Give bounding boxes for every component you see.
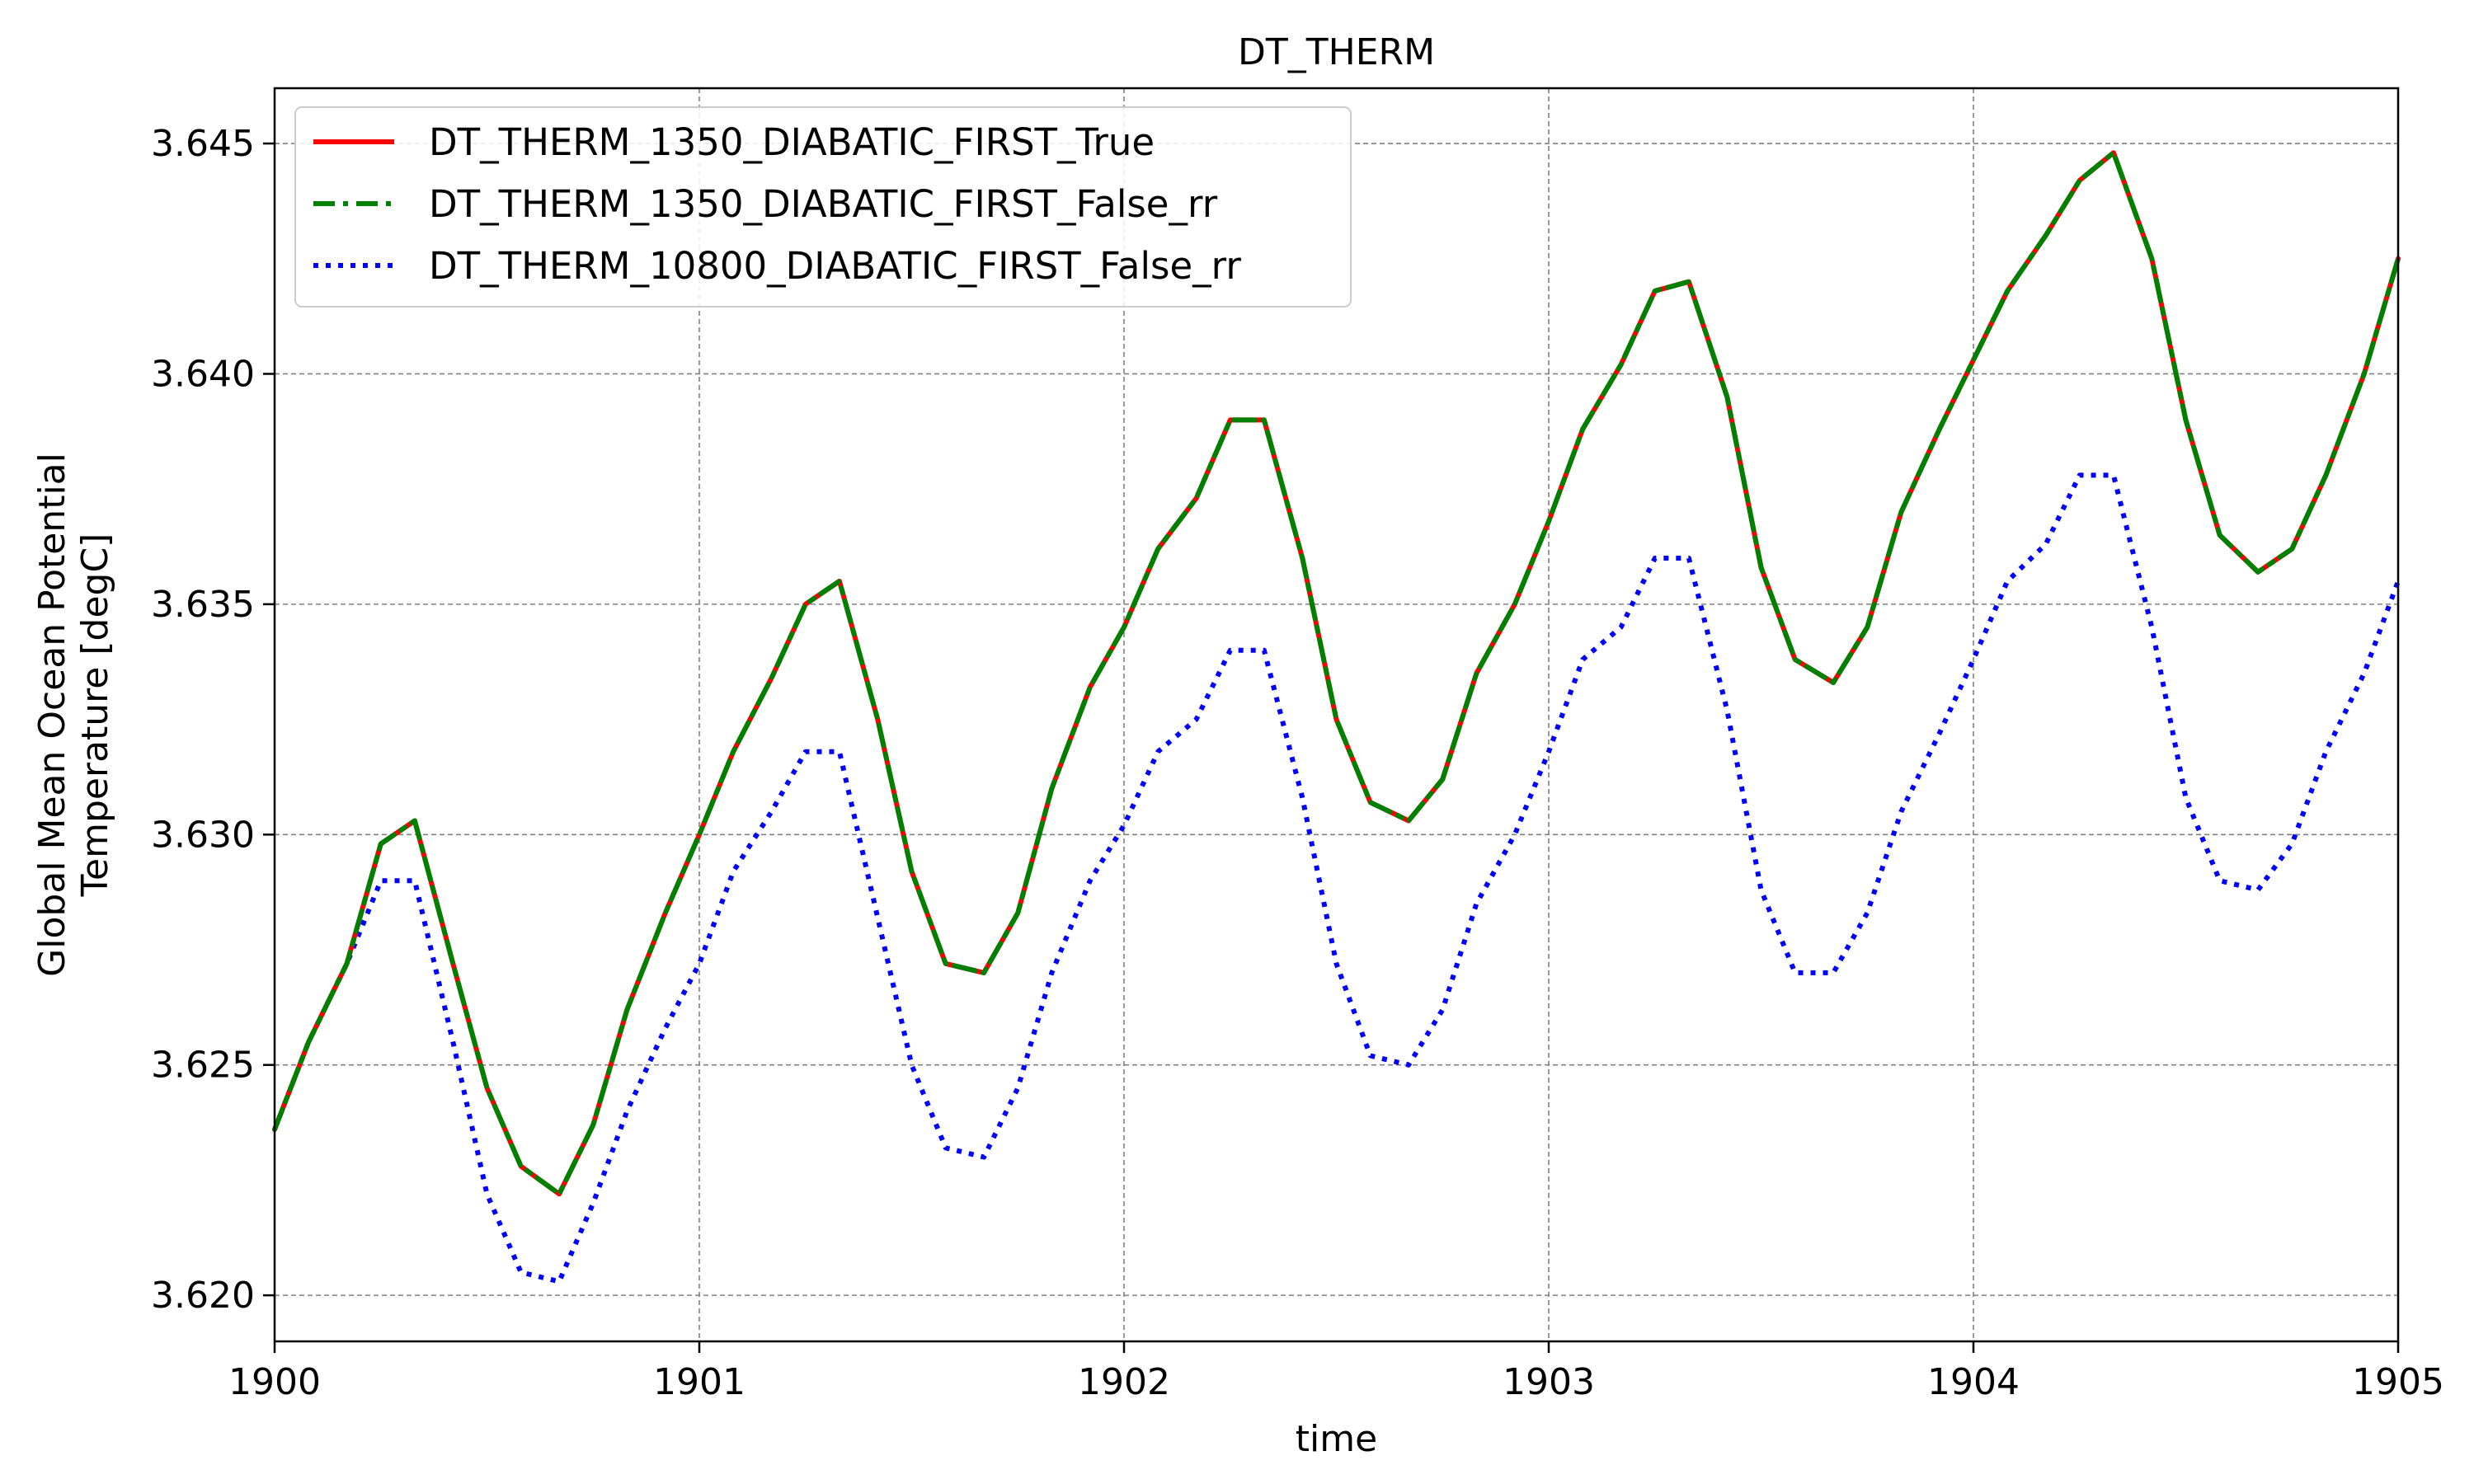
x-tick-label: 1900 — [228, 1361, 321, 1403]
x-tick-label: 1905 — [2352, 1361, 2444, 1403]
legend-label-3: DT_THERM_10800_DIABATIC_FIRST_False_rr — [429, 244, 1241, 288]
x-tick-label: 1903 — [1503, 1361, 1595, 1403]
legend-label-1: DT_THERM_1350_DIABATIC_FIRST_True — [429, 120, 1155, 164]
legend-label-2: DT_THERM_1350_DIABATIC_FIRST_False_rr — [429, 182, 1218, 226]
axis-ticks: 1900 1901 1902 1903 1904 1905 3.620 3.625 3.630 3… — [151, 123, 2444, 1403]
y-tick-label: 3.620 — [151, 1275, 255, 1317]
legend-box — [294, 106, 1352, 308]
chart-title: DT_THERM — [1238, 31, 1435, 73]
x-tick-label: 1902 — [1078, 1361, 1170, 1403]
plot-series — [272, 150, 2401, 1284]
series-line-2 — [272, 150, 2401, 1197]
y-tick-label: 3.635 — [151, 584, 255, 626]
y-tick-label: 3.640 — [151, 353, 255, 395]
x-axis-label: time — [1296, 1418, 1377, 1460]
legend: DT_THERM_1350_DIABATIC_FIRST_True DT_THER… — [294, 106, 1352, 308]
y-axis-label-line-2: Temperature [degC] — [74, 533, 116, 898]
y-tick-label: 3.645 — [151, 123, 255, 165]
x-tick-label: 1901 — [653, 1361, 745, 1403]
y-tick-label: 3.630 — [151, 814, 255, 856]
series-line-3 — [272, 472, 2401, 1284]
x-tick-label: 1904 — [1927, 1361, 2020, 1403]
y-tick-label: 3.625 — [151, 1045, 255, 1087]
plot-frame — [273, 87, 2400, 1343]
y-axis-label-line-1: Global Mean Ocean Potential — [31, 453, 73, 977]
